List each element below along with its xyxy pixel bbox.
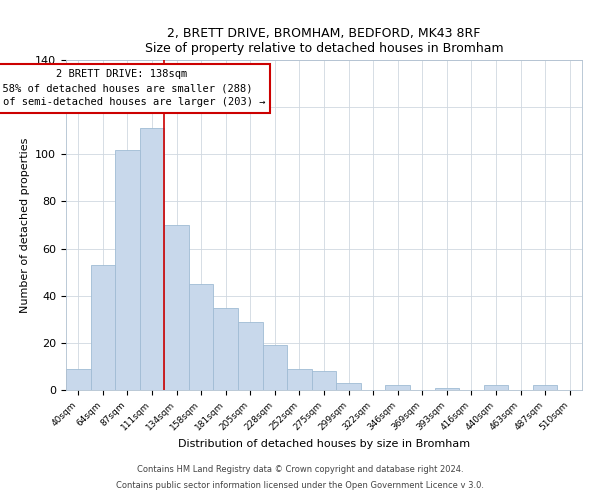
- Text: Contains public sector information licensed under the Open Government Licence v : Contains public sector information licen…: [116, 480, 484, 490]
- Bar: [214, 308, 238, 390]
- Bar: [312, 371, 336, 390]
- Bar: [66, 369, 91, 390]
- Bar: [484, 386, 508, 390]
- X-axis label: Distribution of detached houses by size in Bromham: Distribution of detached houses by size …: [178, 439, 470, 449]
- Bar: [91, 265, 115, 390]
- Bar: [287, 369, 312, 390]
- Bar: [164, 225, 189, 390]
- Bar: [189, 284, 214, 390]
- Bar: [238, 322, 263, 390]
- Bar: [140, 128, 164, 390]
- Y-axis label: Number of detached properties: Number of detached properties: [20, 138, 29, 312]
- Bar: [533, 386, 557, 390]
- Bar: [115, 150, 140, 390]
- Title: 2, BRETT DRIVE, BROMHAM, BEDFORD, MK43 8RF
Size of property relative to detached: 2, BRETT DRIVE, BROMHAM, BEDFORD, MK43 8…: [145, 26, 503, 54]
- Bar: [434, 388, 459, 390]
- Bar: [385, 386, 410, 390]
- Bar: [263, 345, 287, 390]
- Text: Contains HM Land Registry data © Crown copyright and database right 2024.: Contains HM Land Registry data © Crown c…: [137, 466, 463, 474]
- Bar: [336, 383, 361, 390]
- Text: 2 BRETT DRIVE: 138sqm
← 58% of detached houses are smaller (288)
41% of semi-det: 2 BRETT DRIVE: 138sqm ← 58% of detached …: [0, 70, 265, 108]
